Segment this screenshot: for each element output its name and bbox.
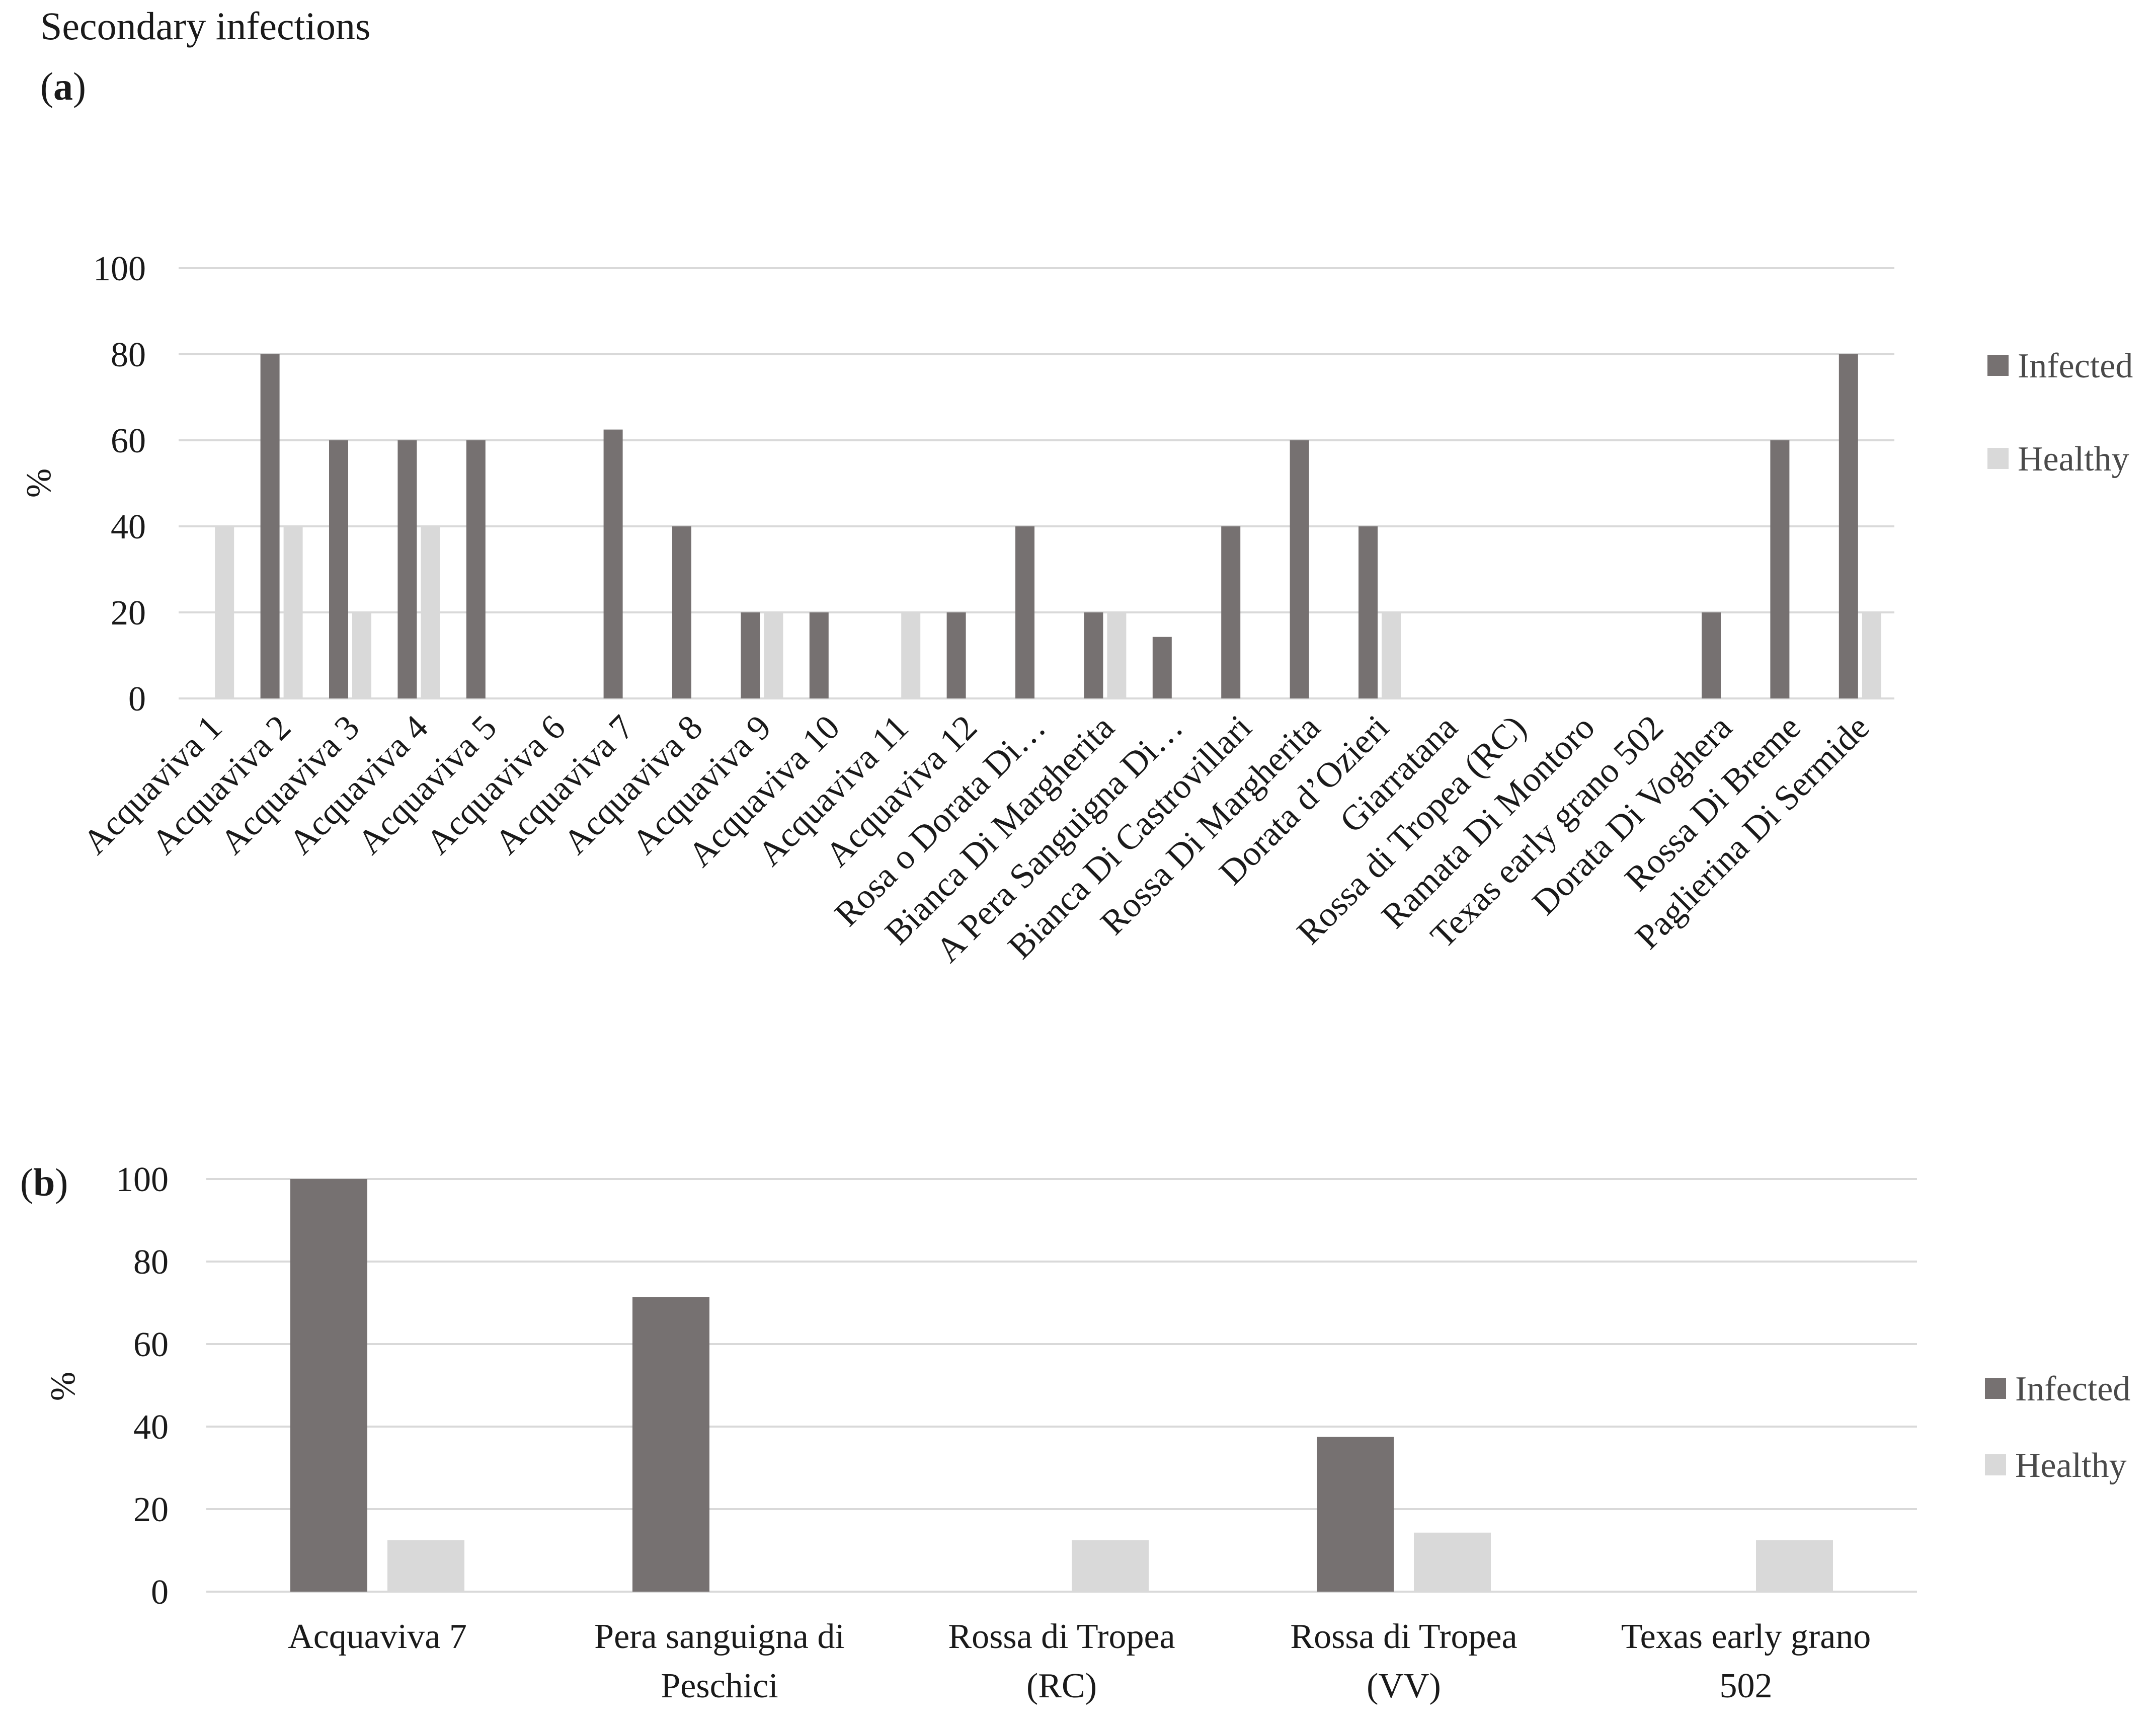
panel-b-bar-healthy <box>1756 1540 1833 1592</box>
panel-a-bar-infected <box>603 429 623 698</box>
panel-a-letter: a <box>53 64 73 108</box>
panel-b-bar-healthy <box>1072 1540 1149 1592</box>
panel-a-ytick-label: 20 <box>111 594 146 633</box>
panel-b-ytick-label: 60 <box>133 1325 169 1364</box>
panel-a-bar-healthy <box>1862 612 1881 698</box>
panel-a-bar-infected <box>741 612 760 698</box>
panel-a-bar-infected <box>1152 637 1172 698</box>
panel-b-category-label: Acquaviva 7 <box>288 1617 467 1656</box>
panel-a-legend-swatch-healthy <box>1987 448 2009 469</box>
panel-b-y-axis-label: % <box>44 1372 83 1401</box>
panel-b-category-label: (VV) <box>1367 1667 1441 1705</box>
panel-a-legend-swatch-infected <box>1987 355 2009 376</box>
panel-a-legend-label-healthy: Healthy <box>2018 440 2129 479</box>
panel-b-label: (b) <box>20 1160 68 1204</box>
panel-b-legend-swatch-infected <box>1985 1378 2006 1399</box>
panel-b-bar-infected <box>1317 1437 1394 1592</box>
panel-a-bar-infected <box>809 612 829 698</box>
panel-b-legend-label-infected: Infected <box>2015 1370 2130 1408</box>
panel-b-letter: b <box>33 1160 55 1204</box>
panel-b-category-label: Peschici <box>661 1667 778 1705</box>
panel-a-bar-healthy <box>421 526 440 698</box>
panel-a-bar-healthy <box>1382 612 1401 698</box>
panel-a-bar-healthy <box>215 526 234 698</box>
panel-a-y-axis-label: % <box>20 468 58 498</box>
panel-b-category-label: Rossa di Tropea <box>1290 1617 1517 1656</box>
panel-b-category-label: Rossa di Tropea <box>948 1617 1175 1656</box>
panel-b-category-label: Pera sanguigna di <box>594 1617 845 1656</box>
panel-a-bar-infected <box>466 440 486 698</box>
panel-a-bar-infected <box>946 612 966 698</box>
panel-b-category-label: 502 <box>1720 1667 1773 1705</box>
panel-a-legend-label-infected: Infected <box>2018 347 2133 385</box>
panel-b-bar-healthy <box>387 1540 464 1592</box>
panel-a-bar-infected <box>1770 440 1790 698</box>
panel-a-bar-infected <box>1015 526 1034 698</box>
panel-b-bar-infected <box>632 1297 709 1592</box>
panel-a-bar-healthy <box>1107 612 1127 698</box>
panel-b-ytick-label: 20 <box>133 1490 169 1529</box>
panel-a-bar-infected <box>1290 440 1309 698</box>
panel-a-ytick-label: 60 <box>111 422 146 460</box>
panel-a-ytick-label: 100 <box>93 250 146 288</box>
panel-a-bar-healthy <box>352 612 371 698</box>
panel-a-ytick-label: 80 <box>111 336 146 374</box>
panel-b-ytick-label: 100 <box>116 1160 169 1199</box>
panel-a-bar-infected <box>1084 612 1103 698</box>
panel-b-ytick-label: 0 <box>151 1573 169 1612</box>
figure-title: Secondary infections <box>40 4 371 48</box>
panel-a-ytick-label: 40 <box>111 508 146 546</box>
panel-b-ytick-label: 40 <box>133 1408 169 1447</box>
panel-a-bar-infected <box>260 354 280 698</box>
panel-a-bar-infected <box>329 440 348 698</box>
panel-a-bar-infected <box>1221 526 1241 698</box>
panel-a-bar-infected <box>1359 526 1378 698</box>
panel-a-bar-infected <box>672 526 691 698</box>
panel-a-bar-infected <box>397 440 417 698</box>
panel-b-bar-healthy <box>1414 1532 1491 1592</box>
panel-a-bar-healthy <box>764 612 783 698</box>
panel-b-bar-infected <box>290 1179 367 1592</box>
panel-b-legend-swatch-healthy <box>1985 1454 2006 1475</box>
panel-a-bar-infected <box>1702 612 1721 698</box>
panel-a-bar-healthy <box>901 612 921 698</box>
panel-a-bar-infected <box>1839 354 1858 698</box>
panel-b-legend-label-healthy: Healthy <box>2015 1446 2127 1485</box>
panel-a-bar-healthy <box>283 526 303 698</box>
panel-b-category-label: (RC) <box>1026 1667 1097 1705</box>
panel-b-ytick-label: 80 <box>133 1243 169 1282</box>
panel-b-category-label: Texas early grano <box>1621 1617 1871 1656</box>
panel-a-ytick-label: 0 <box>128 680 146 719</box>
panel-a-label: (a) <box>40 64 86 108</box>
